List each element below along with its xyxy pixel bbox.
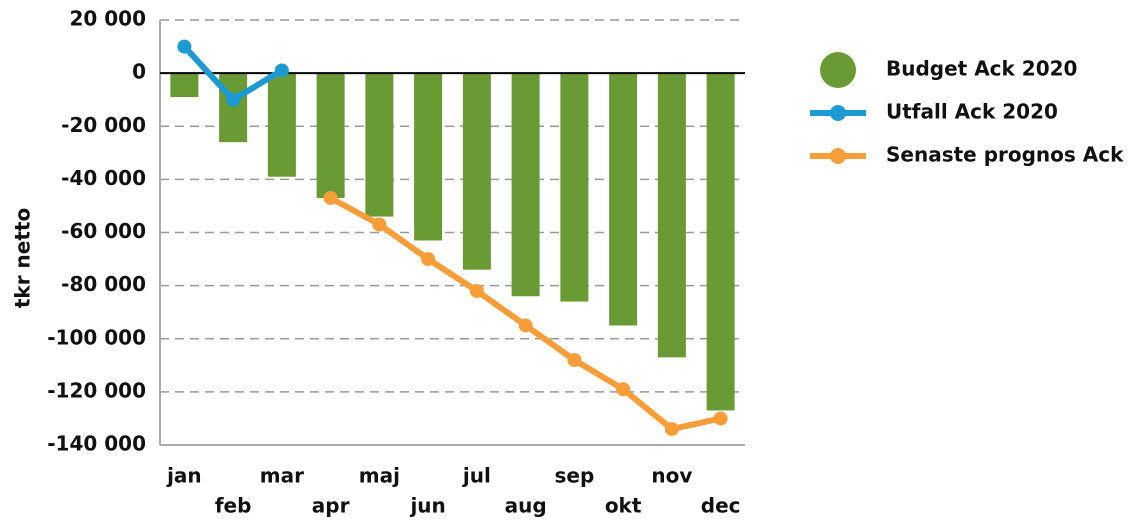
bar	[316, 73, 345, 198]
marker	[567, 353, 582, 367]
marker	[664, 422, 679, 437]
bar	[706, 73, 735, 411]
legend-label: Budget Ack 2020	[886, 57, 1077, 81]
bar	[657, 73, 686, 358]
x-tick-label: feb	[215, 494, 252, 518]
x-tick-label: sep	[554, 464, 594, 488]
legend-swatch	[820, 52, 856, 88]
bar	[414, 73, 443, 241]
y-tick-label: -60 000	[61, 219, 146, 243]
legend-label: Utfall Ack 2020	[886, 100, 1058, 124]
y-axis-label: tkr netto	[11, 208, 35, 308]
marker	[469, 283, 484, 298]
bar	[462, 73, 491, 270]
marker	[274, 63, 289, 78]
marker	[323, 190, 338, 205]
x-tick-label: okt	[605, 494, 642, 518]
bar	[219, 73, 248, 143]
marker	[421, 252, 436, 267]
legend-swatch	[830, 105, 846, 121]
marker	[518, 318, 533, 333]
legend-swatch	[830, 148, 846, 164]
bar	[170, 73, 199, 98]
y-tick-label: 0	[132, 60, 146, 84]
bar	[267, 73, 296, 177]
marker	[713, 411, 728, 426]
bar	[511, 73, 540, 297]
x-tick-label: jul	[462, 464, 491, 488]
bar	[609, 73, 638, 326]
marker	[177, 39, 192, 54]
y-tick-label: -20 000	[61, 113, 146, 137]
x-tick-label: mar	[260, 464, 304, 488]
legend-label: Senaste prognos Ack	[886, 143, 1124, 167]
bar	[560, 73, 589, 302]
y-tick-label: -80 000	[61, 272, 146, 296]
marker	[372, 217, 387, 232]
marker	[616, 382, 631, 397]
x-tick-label: aug	[505, 494, 547, 518]
x-tick-label: apr	[312, 494, 350, 518]
x-tick-label: nov	[651, 464, 692, 488]
x-tick-label: dec	[701, 494, 741, 518]
y-tick-label: 20 000	[69, 7, 146, 31]
bar	[365, 73, 394, 217]
x-tick-label: jun	[409, 494, 445, 518]
y-tick-label: -120 000	[47, 378, 146, 402]
x-tick-label: maj	[359, 464, 400, 488]
marker	[226, 92, 241, 107]
y-tick-label: -100 000	[47, 325, 146, 349]
y-tick-label: -140 000	[47, 432, 146, 456]
y-tick-label: -40 000	[61, 166, 146, 190]
x-tick-label: jan	[166, 464, 202, 488]
